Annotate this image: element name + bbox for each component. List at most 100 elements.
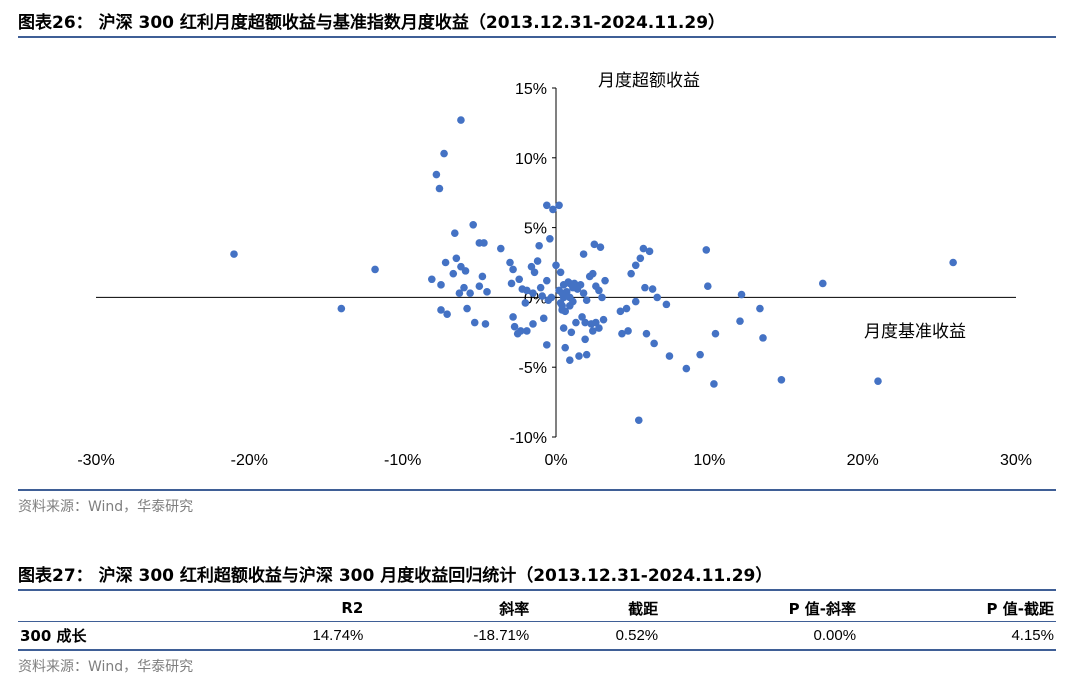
data-point — [523, 327, 531, 335]
data-point — [478, 272, 487, 281]
data-point — [648, 285, 657, 293]
data-point — [566, 301, 574, 310]
data-point — [437, 281, 445, 289]
data-point — [543, 201, 551, 210]
data-point — [645, 247, 654, 256]
data-point — [437, 306, 445, 314]
figure-27-bottom-rule — [18, 649, 1056, 651]
data-point — [463, 304, 471, 313]
table-header-label — [18, 595, 213, 622]
data-point — [428, 275, 436, 284]
scatter-chart: -30% -20% -10% 0% 10% 20% 30%-10%-5%0%5%10%15%… — [77, 71, 1032, 469]
data-point — [371, 265, 379, 274]
data-point — [759, 334, 767, 342]
data-point — [819, 279, 827, 288]
data-point — [529, 289, 537, 298]
data-point — [527, 262, 536, 271]
data-point — [556, 299, 565, 307]
data-point — [590, 240, 599, 249]
data-point — [653, 293, 661, 302]
data-point — [555, 201, 563, 210]
data-point — [432, 170, 441, 179]
data-point — [616, 307, 625, 316]
data-point — [521, 299, 530, 307]
data-point — [581, 335, 589, 344]
data-point — [533, 257, 542, 265]
data-point — [509, 313, 517, 321]
y-tick-label: -5% — [519, 360, 547, 377]
data-point — [631, 261, 640, 270]
table-header-row: R2 斜率 截距 P 值-斜率 P 值-截距 — [18, 595, 1056, 622]
data-point — [460, 283, 468, 292]
data-point — [507, 279, 516, 288]
data-point — [337, 304, 346, 313]
data-point — [543, 276, 551, 285]
data-point — [582, 350, 591, 359]
data-point — [696, 350, 704, 359]
data-point — [579, 250, 588, 258]
table-cell-intercept: 0.52% — [615, 626, 659, 644]
table-cell-p-slope: 0.00% — [813, 626, 857, 644]
data-point — [736, 317, 744, 325]
x-tick-label: -20% — [231, 452, 268, 469]
data-point — [547, 293, 556, 302]
x-axis-label: 月度基准收益 — [864, 322, 966, 342]
data-point — [530, 268, 539, 277]
data-point — [538, 292, 546, 300]
data-point — [559, 324, 568, 332]
x-tick-label: 30% — [1000, 452, 1032, 469]
table-cell-slope: -18.71% — [473, 626, 530, 644]
data-point — [440, 149, 448, 158]
data-point — [483, 288, 491, 296]
data-point — [509, 265, 517, 274]
data-point — [470, 318, 479, 327]
data-point — [598, 293, 606, 302]
data-point — [543, 341, 551, 349]
data-point — [435, 184, 444, 193]
data-point — [737, 290, 746, 299]
data-point — [561, 343, 569, 352]
y-tick-label: 5% — [524, 221, 547, 238]
data-point — [601, 276, 609, 285]
data-point — [579, 289, 588, 298]
x-tick-label: -30% — [77, 452, 114, 469]
figure-27-source: 资料来源：Wind，华泰研究 — [18, 659, 194, 675]
data-point — [682, 364, 691, 373]
regression-table: R2 斜率 截距 P 值-斜率 P 值-截距 300 成长 14.74% -18… — [18, 595, 1056, 648]
table-cell-p-intercept: 4.15% — [1011, 626, 1054, 644]
data-point — [589, 327, 597, 335]
data-point — [576, 281, 585, 289]
data-point — [546, 234, 554, 243]
data-point — [481, 320, 490, 328]
table-cell-r2: 14.74% — [312, 626, 364, 644]
data-point — [441, 258, 450, 267]
table-header-intercept: 截距 — [628, 599, 659, 618]
data-point — [575, 352, 583, 360]
data-point — [529, 320, 537, 328]
data-point — [475, 282, 484, 291]
x-tick-label: 0% — [544, 452, 567, 469]
y-tick-label: 15% — [515, 81, 547, 98]
data-point — [466, 289, 474, 298]
table-header-p-slope: P 值-斜率 — [788, 599, 857, 618]
data-point — [566, 356, 574, 365]
data-point — [650, 339, 658, 348]
data-point — [874, 377, 882, 385]
data-point — [777, 375, 786, 384]
figure-26-title-rule — [18, 36, 1056, 38]
data-point — [449, 269, 458, 278]
data-point — [624, 327, 632, 335]
data-point — [596, 243, 605, 251]
data-point — [536, 283, 545, 292]
data-point — [469, 221, 478, 229]
data-point — [567, 328, 576, 337]
data-point — [622, 304, 631, 313]
data-point — [662, 300, 671, 309]
data-point — [618, 329, 626, 338]
data-point — [506, 258, 514, 267]
data-point — [704, 282, 712, 291]
x-tick-label: 10% — [693, 452, 725, 469]
data-point — [556, 268, 565, 277]
data-point — [665, 352, 674, 360]
data-point — [497, 244, 505, 253]
